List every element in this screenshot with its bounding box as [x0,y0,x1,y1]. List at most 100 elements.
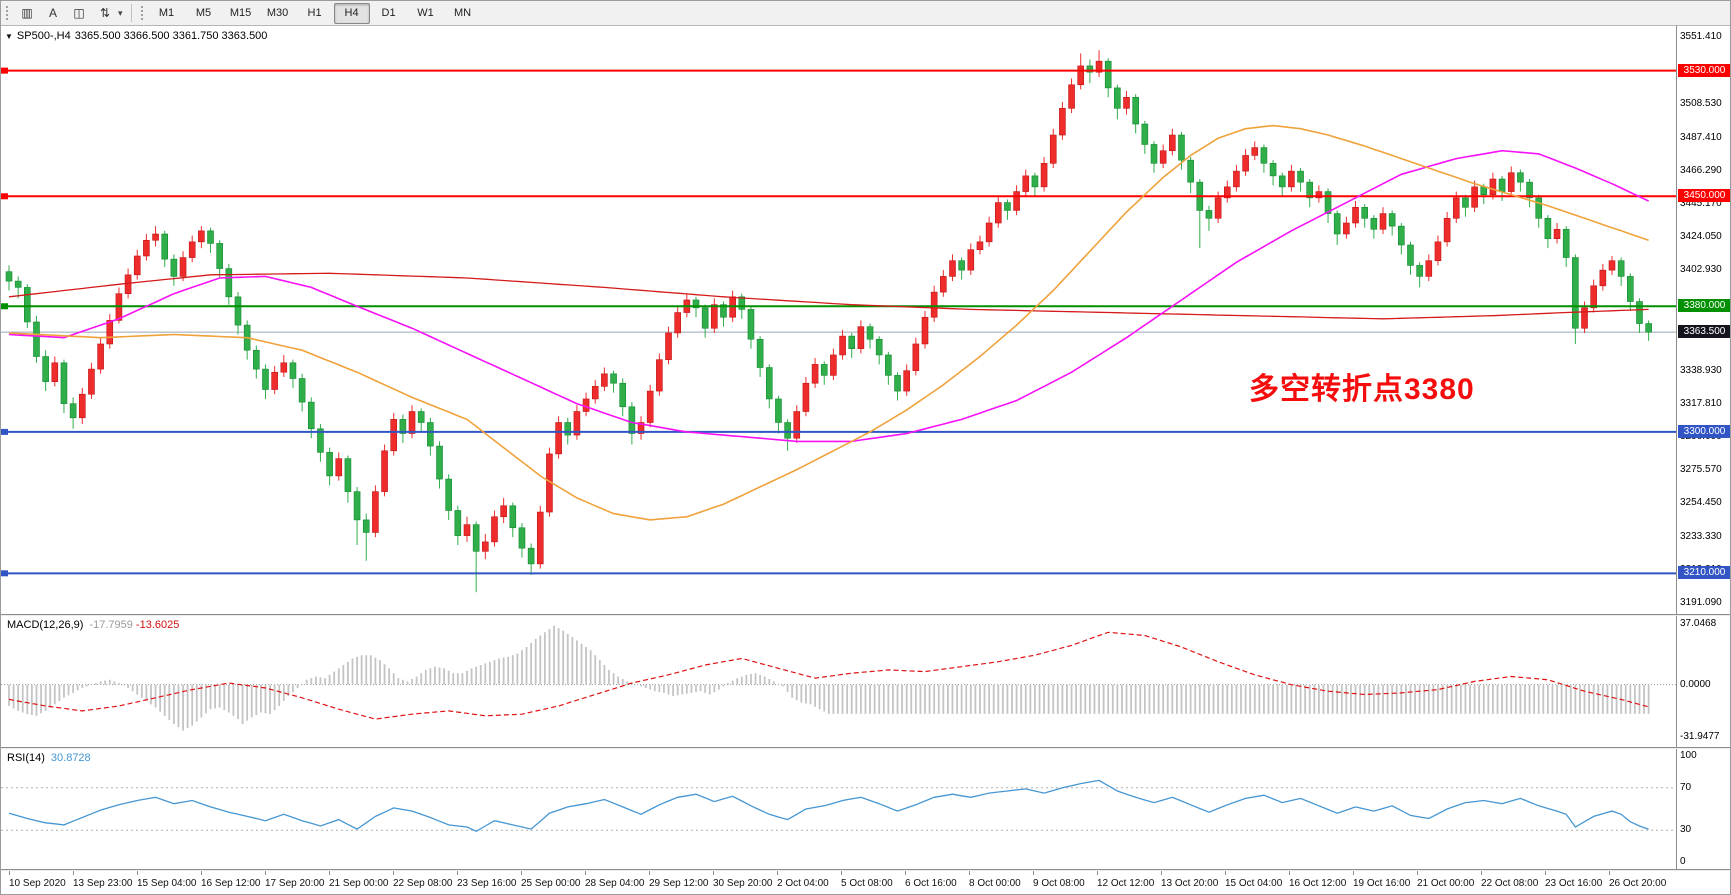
price-line-tag[interactable]: 3450.000 [1678,189,1730,203]
macd-chart[interactable] [1,616,1676,747]
candle-down [427,422,434,447]
price-line-tag[interactable]: 3300.000 [1678,424,1730,438]
candle-up [1315,191,1323,199]
candle-up [1489,178,1497,196]
chart-collapse-icon[interactable]: ▼ [5,31,13,41]
candle-down [848,335,856,349]
time-label: 15 Sep 04:00 [137,878,197,889]
timeframe-button-m1[interactable]: M1 [158,7,175,19]
toolbar: ▥ A ◫ ⇅ ▾ M1 M5 M15 M30 H1 H4 D1 W1 MN [1,1,1730,26]
scale-toggle-icon: ⇅ [99,6,111,20]
rsi-axis[interactable]: 100 70 30 0 [1676,749,1730,869]
candle-up [198,230,205,243]
timeframe-button-m5[interactable]: M5 [195,7,212,19]
candle-up [637,422,645,434]
candle-up [912,343,920,371]
candle-down [1480,186,1488,196]
candle-up [1352,206,1359,224]
candle-up [830,354,837,376]
price-tick: 3402.930 [1680,264,1722,276]
hline-handle[interactable] [1,570,8,577]
moving-average-slow-red[interactable] [8,272,1649,320]
candle-up [88,368,95,395]
candle-down [1297,170,1304,183]
price-tick: 3317.810 [1680,397,1722,409]
timeframe-button-d1[interactable]: D1 [381,7,396,19]
timeframe-button-mn[interactable]: MN [453,7,472,19]
charts-bar-button[interactable]: ▥ [14,2,40,24]
timeframe-button-h1[interactable]: H1 [307,7,322,19]
panel-separator[interactable] [1,747,1730,749]
time-label: 8 Oct 00:00 [969,878,1021,889]
candle-up [1288,170,1295,188]
candle-down [765,367,773,400]
candle-up [124,274,132,294]
chart-window-button[interactable]: ◫ [66,2,92,24]
candle-down [1416,265,1423,277]
moving-average-mid-magenta[interactable] [8,149,1649,443]
hline-handle[interactable] [1,428,8,435]
text-tool-button[interactable]: A [40,2,66,24]
candle-down [628,406,636,434]
macd-tick: -31.9477 [1680,731,1720,742]
chart-annotation[interactable]: 多空转折点3380 [1249,373,1475,406]
candle-down [417,411,425,423]
candle-up [1068,84,1075,109]
price-line-tag[interactable]: 3530.000 [1678,63,1730,77]
candle-up [179,257,187,277]
timeframe-button-m15[interactable]: M15 [229,7,252,19]
candle-down [326,452,333,477]
candlestick-chart[interactable] [1,26,1676,614]
candle-up [381,450,388,492]
scale-toggle-button[interactable]: ⇅ [92,2,118,24]
candle-down [564,422,572,436]
hline-handle[interactable] [1,193,8,200]
timeframe-grip[interactable] [139,5,145,21]
candle-down [253,349,260,370]
candle-up [372,491,379,533]
rsi-panel[interactable]: RSI(14) 30.8728 [1,749,1676,869]
macd-panel[interactable]: MACD(12,26,9) -17.7959 -13.6025 [1,616,1676,747]
candle-down [1617,260,1625,277]
candle-up [1049,134,1057,164]
timeframe-button-m30[interactable]: M30 [266,7,289,19]
hline-handle[interactable] [1,303,8,310]
dropdown-caret-icon[interactable]: ▾ [118,7,123,18]
price-axis[interactable]: 3551.410 3508.530 3487.410 3466.290 3445.170… [1676,26,1730,614]
time-axis[interactable]: 10 Sep 2020 13 Sep 23:00 15 Sep 04:00 16 Se… [1,871,1730,894]
candle-up [536,511,544,565]
price-chart-panel[interactable]: ▼ SP500-,H4 3365.500 3366.500 3361.750 3… [1,26,1676,614]
hline-handle[interactable] [1,67,8,74]
macd-value: -17.7959 [89,619,133,631]
time-tick [649,871,650,875]
panel-separator[interactable] [1,614,1730,616]
panel-separator[interactable] [1,869,1730,871]
price-tick: 3508.530 [1680,98,1722,110]
price-line-tag[interactable]: 3210.000 [1678,566,1730,580]
candle-up [555,422,562,455]
candle-up [491,516,498,543]
candle-up [408,411,416,434]
time-label: 21 Sep 00:00 [329,878,389,889]
moving-average-fast-orange[interactable] [8,124,1649,521]
rsi-tick: 70 [1680,781,1692,793]
time-tick [905,871,906,875]
candle-down [399,419,407,434]
timeframe-button-h4[interactable]: H4 [333,2,370,24]
rsi-chart[interactable] [1,749,1676,869]
time-tick [1417,871,1418,875]
candle-down [317,428,324,453]
candle-down [1645,323,1652,333]
candle-up [1022,175,1030,192]
time-label: 30 Sep 20:00 [713,878,773,889]
price-line-tag[interactable]: 3380.000 [1678,299,1730,313]
toolbar-grip[interactable] [5,5,10,21]
candle-down [1260,147,1268,164]
time-tick [1289,871,1290,875]
macd-axis[interactable]: 37.0468 0.0000 -31.9477 [1676,616,1730,747]
candle-up [1169,134,1176,152]
timeframe-button-w1[interactable]: W1 [417,7,434,19]
time-label: 6 Oct 16:00 [905,878,957,889]
rsi-tick: 100 [1680,750,1697,761]
time-label: 5 Oct 08:00 [841,878,893,889]
